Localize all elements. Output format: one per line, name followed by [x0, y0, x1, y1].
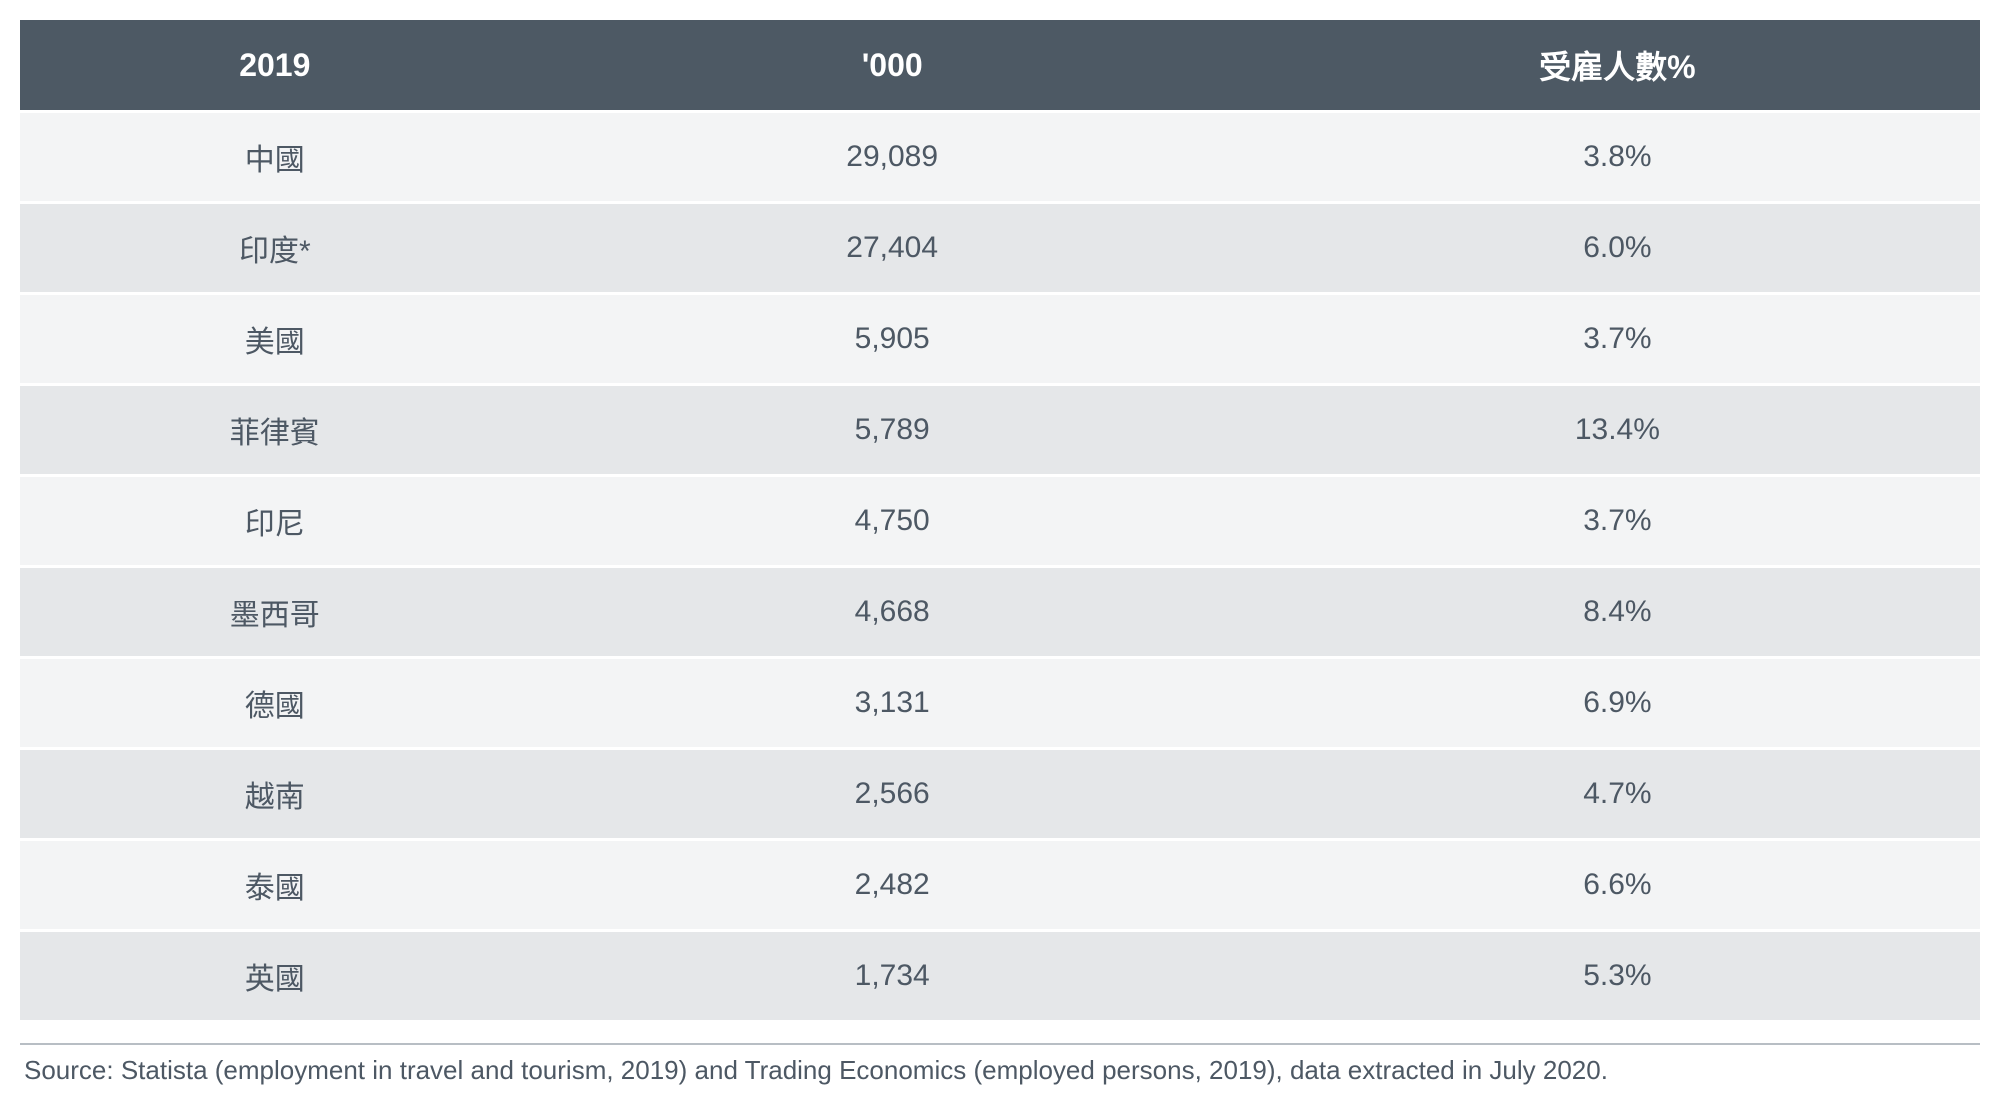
table-cell: 27,404: [530, 203, 1255, 294]
table-cell: 29,089: [530, 112, 1255, 203]
table-cell: 2,482: [530, 840, 1255, 931]
table-row: 美國5,9053.7%: [20, 294, 1980, 385]
table-cell: 美國: [20, 294, 530, 385]
table-row: 中國29,0893.8%: [20, 112, 1980, 203]
table-cell: 印尼: [20, 476, 530, 567]
table-cell: 4,750: [530, 476, 1255, 567]
header-cell-thousands: '000: [530, 20, 1255, 112]
table-cell: 8.4%: [1255, 567, 1980, 658]
table-row: 印度*27,4046.0%: [20, 203, 1980, 294]
header-row: 2019 '000 受雇人數%: [20, 20, 1980, 112]
table-cell: 4.7%: [1255, 749, 1980, 840]
table-row: 德國3,1316.9%: [20, 658, 1980, 749]
header-cell-percent: 受雇人數%: [1255, 20, 1980, 112]
table-cell: 中國: [20, 112, 530, 203]
table-cell: 1,734: [530, 931, 1255, 1022]
table-row: 墨西哥4,6688.4%: [20, 567, 1980, 658]
table-head: 2019 '000 受雇人數%: [20, 20, 1980, 112]
table-cell: 泰國: [20, 840, 530, 931]
table-cell: 6.0%: [1255, 203, 1980, 294]
table-cell: 德國: [20, 658, 530, 749]
table-cell: 5,905: [530, 294, 1255, 385]
table-cell: 6.6%: [1255, 840, 1980, 931]
table-body: 中國29,0893.8%印度*27,4046.0%美國5,9053.7%菲律賓5…: [20, 112, 1980, 1022]
table-cell: 5.3%: [1255, 931, 1980, 1022]
table-cell: 菲律賓: [20, 385, 530, 476]
table-row: 泰國2,4826.6%: [20, 840, 1980, 931]
table-container: 2019 '000 受雇人數% 中國29,0893.8%印度*27,4046.0…: [20, 20, 1980, 1086]
table-cell: 墨西哥: [20, 567, 530, 658]
table-row: 英國1,7345.3%: [20, 931, 1980, 1022]
table-cell: 2,566: [530, 749, 1255, 840]
table-cell: 4,668: [530, 567, 1255, 658]
table-cell: 3.7%: [1255, 476, 1980, 567]
table-row: 印尼4,7503.7%: [20, 476, 1980, 567]
source-note: Source: Statista (employment in travel a…: [20, 1043, 1980, 1086]
table-cell: 越南: [20, 749, 530, 840]
table-cell: 英國: [20, 931, 530, 1022]
table-row: 菲律賓5,78913.4%: [20, 385, 1980, 476]
table-cell: 3.8%: [1255, 112, 1980, 203]
table-row: 越南2,5664.7%: [20, 749, 1980, 840]
table-cell: 13.4%: [1255, 385, 1980, 476]
table-cell: 3,131: [530, 658, 1255, 749]
table-cell: 3.7%: [1255, 294, 1980, 385]
table-cell: 印度*: [20, 203, 530, 294]
table-cell: 5,789: [530, 385, 1255, 476]
header-cell-year: 2019: [20, 20, 530, 112]
data-table: 2019 '000 受雇人數% 中國29,0893.8%印度*27,4046.0…: [20, 20, 1980, 1023]
table-cell: 6.9%: [1255, 658, 1980, 749]
